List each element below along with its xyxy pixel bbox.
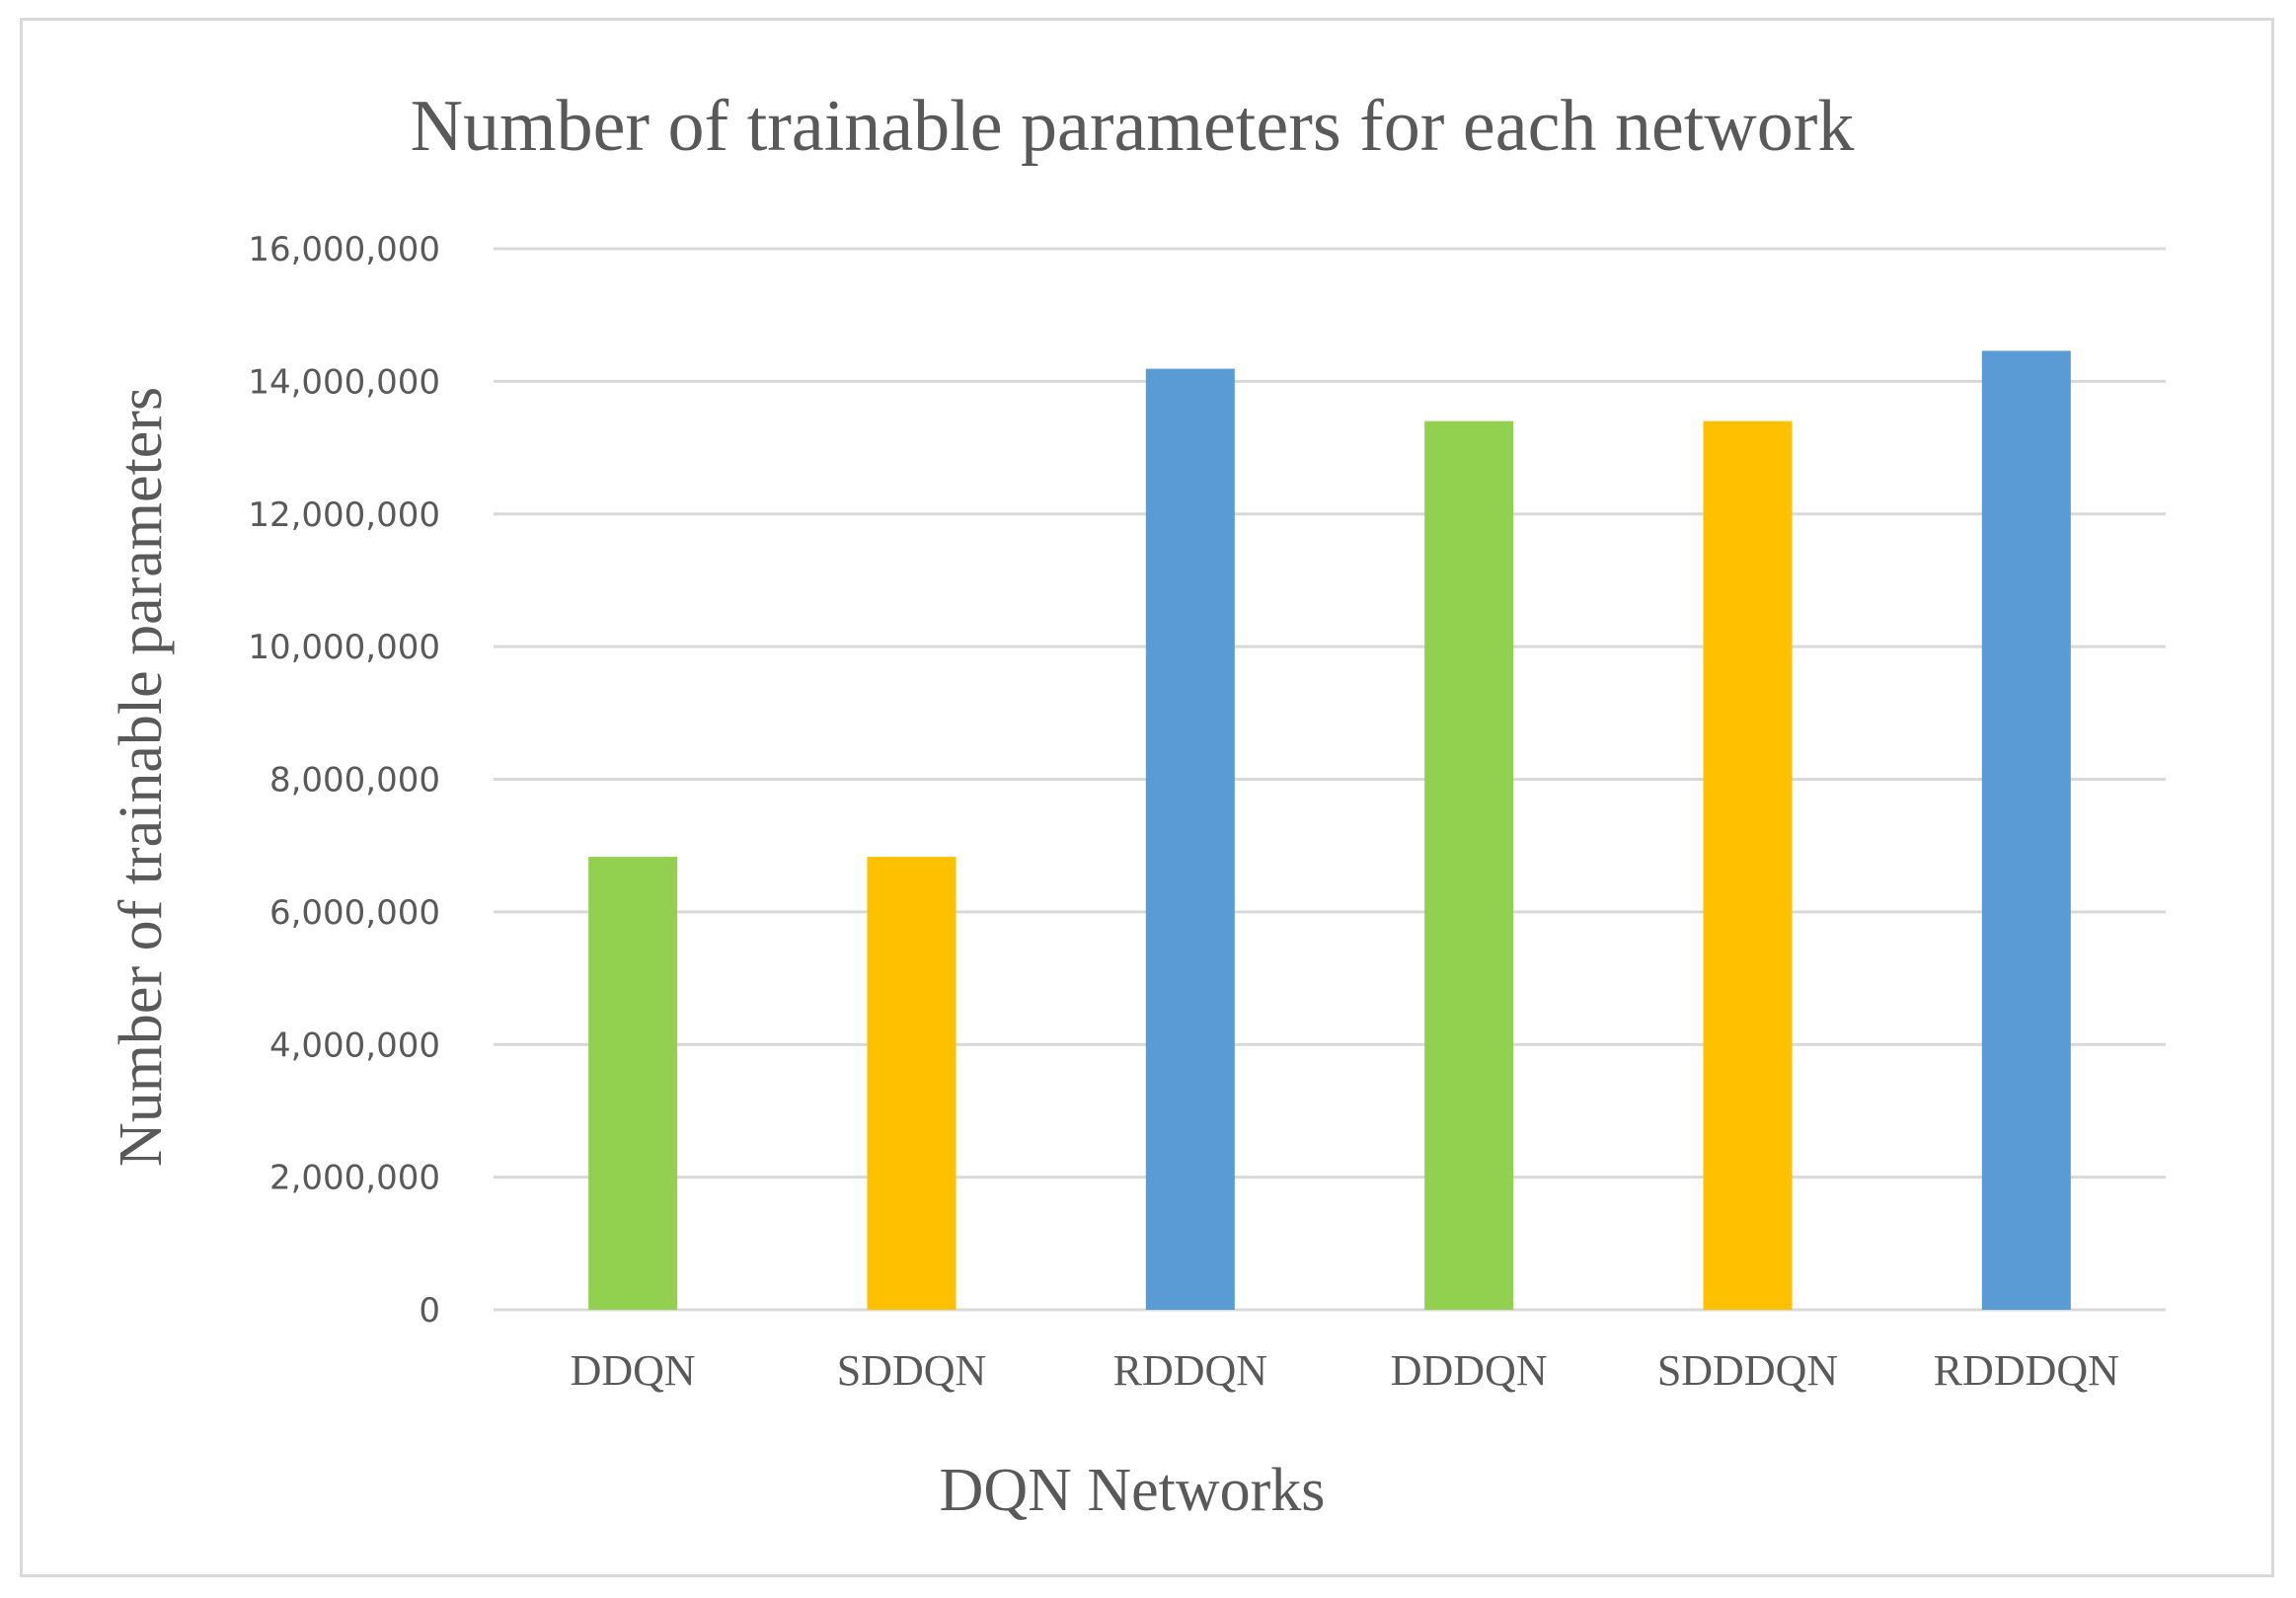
bar-rdddqn bbox=[1981, 350, 2071, 1310]
bar-rddqn bbox=[1145, 368, 1235, 1310]
x-category-label: SDDQN bbox=[837, 1346, 987, 1395]
bars bbox=[588, 350, 2071, 1310]
bar-sddqn bbox=[867, 857, 957, 1310]
x-axis-categories: DDQN SDDQN RDDQN DDDQN SDDDQN RDDDQN bbox=[571, 1346, 2119, 1395]
x-category-label: RDDDQN bbox=[1934, 1346, 2119, 1395]
x-category-label: DDQN bbox=[571, 1346, 696, 1395]
y-tick-label: 14,000,000 bbox=[248, 362, 440, 402]
chart-title: Number of trainable parameters for each … bbox=[411, 86, 1855, 167]
x-category-label: SDDDQN bbox=[1657, 1346, 1838, 1395]
y-axis-title: Number of trainable parameters bbox=[108, 387, 175, 1167]
bar-dddqn bbox=[1424, 420, 1514, 1310]
y-tick-label: 12,000,000 bbox=[248, 495, 440, 535]
y-axis-ticks: 0 2,000,000 4,000,000 6,000,000 8,000,000 10,… bbox=[248, 230, 440, 1331]
x-category-label: DDDQN bbox=[1391, 1346, 1548, 1395]
y-tick-label: 0 bbox=[419, 1291, 440, 1331]
y-tick-label: 6,000,000 bbox=[269, 893, 440, 933]
y-tick-label: 16,000,000 bbox=[248, 230, 440, 269]
x-axis-title: DQN Networks bbox=[940, 1457, 1326, 1524]
y-tick-label: 2,000,000 bbox=[269, 1159, 440, 1198]
y-tick-label: 10,000,000 bbox=[248, 628, 440, 667]
y-tick-label: 4,000,000 bbox=[269, 1026, 440, 1065]
gridlines bbox=[494, 247, 2166, 1312]
y-tick-label: 8,000,000 bbox=[269, 761, 440, 800]
x-category-label: RDDQN bbox=[1113, 1346, 1267, 1395]
bar-ddqn bbox=[588, 857, 678, 1310]
bar-sdddqn bbox=[1703, 420, 1793, 1310]
